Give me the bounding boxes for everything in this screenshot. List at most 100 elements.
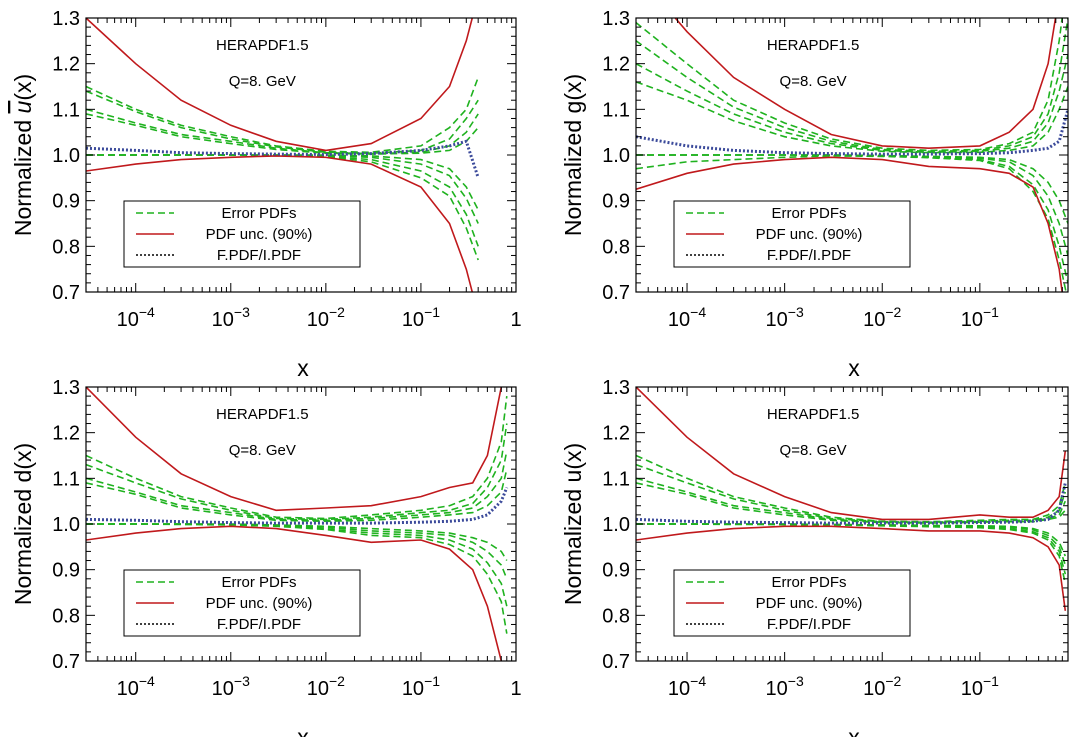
panel-bottom-right-ratio-line — [636, 482, 1067, 525]
panel-top-left-x-tick-label: 1 — [510, 309, 521, 331]
panel-bottom-right: 0.7 0.8 0.9 1.0 1.1 1.2 1.3 10−4 10−3 10−2 10−1 x No… — [560, 377, 1069, 737]
panel-bottom-left-x-tick-label: 10−1 — [402, 673, 440, 700]
panel-top-left-ticks — [85, 17, 517, 293]
panel-top-left-legend-label-2: PDF unc. (90%) — [206, 226, 313, 243]
panel-bottom-left-error-pdf-line-4 — [86, 469, 508, 523]
panel-top-right-legend-label-2: PDF unc. (90%) — [756, 226, 863, 243]
panel-bottom-right-curves — [636, 387, 1067, 611]
panel-top-right-y-tick-label: 1.3 — [602, 8, 630, 30]
panel-bottom-right-legend-label-3: F.PDF/I.PDF — [767, 616, 851, 633]
panel-top-right-y-tick-label: 0.9 — [602, 191, 630, 213]
panel-bottom-left: 0.7 0.8 0.9 1.0 1.1 1.2 1.3 10−4 10−3 10−2 10−1 1 x N… — [10, 377, 522, 737]
panel-top-right-y-tick-label: 1.1 — [602, 99, 630, 121]
panel-bottom-left-x-tick-label: 1 — [510, 678, 521, 700]
panel-top-right-x-tick-label: 10−3 — [766, 304, 804, 331]
panel-top-right-legend: Error PDFs PDF unc. (90%) F.PDF/I.PDF — [673, 200, 911, 268]
panel-top-left-x-tick-label: 10−4 — [117, 304, 155, 331]
panel-bottom-right-y-tick-label: 0.8 — [602, 605, 630, 627]
panel-top-right-y-axis-title: Normalized g(x) — [560, 74, 586, 236]
panel-top-right-error-pdf-line-2 — [636, 18, 1068, 153]
panel-bottom-left-y-axis-title: Normalized d(x) — [10, 443, 36, 605]
panel-bottom-right-legend-label-1: Error PDFs — [772, 574, 847, 591]
panel-bottom-left-y-tick-label: 1.1 — [52, 468, 80, 490]
panel-bottom-left-curves — [86, 387, 509, 661]
panel-bottom-right-pdf-unc-upper-line — [636, 387, 1067, 521]
panel-bottom-left-y-tick-label: 0.9 — [52, 560, 80, 582]
panel-bottom-right-annotation-1: HERAPDF1.5 — [767, 406, 860, 423]
panel-top-left-pdf-unc-upper-line — [86, 18, 474, 152]
panel-top-right-curves — [636, 18, 1068, 292]
panel-bottom-left-y-tick-label: 0.7 — [52, 651, 80, 673]
panel-bottom-right-y-tick-label: 1.0 — [602, 514, 630, 536]
panel-bottom-left-annotation-2: Q=8. GeV — [229, 442, 296, 459]
panel-top-right-pdf-unc-upper-line — [674, 18, 1057, 150]
panel-top-left-y-tick-label: 0.8 — [52, 236, 80, 258]
panel-bottom-right-x-tick-label: 10−4 — [668, 673, 706, 700]
panel-bottom-left-pdf-unc-upper-line — [86, 387, 503, 512]
panel-bottom-right-legend: Error PDFs PDF unc. (90%) F.PDF/I.PDF — [673, 569, 911, 637]
panel-top-left-curves — [86, 18, 480, 292]
panel-top-left-annotation-1: HERAPDF1.5 — [216, 37, 309, 54]
panel-bottom-right-y-tick-label: 1.1 — [602, 468, 630, 490]
panel-top-left-error-pdf-line-1 — [86, 77, 479, 154]
panel-bottom-right-error-pdf-line-2 — [636, 463, 1067, 524]
panel-top-right-error-pdf-line-7 — [636, 154, 1068, 284]
panel-bottom-left-y-tick-label: 1.2 — [52, 423, 80, 445]
panel-bottom-left-y-tick-label: 1.0 — [52, 514, 80, 536]
panel-top-right: 0.7 0.8 0.9 1.0 1.1 1.2 1.3 10−4 10−3 10−2 10−1 x No… — [560, 8, 1069, 381]
panel-top-right-x-tick-label: 10−2 — [863, 304, 901, 331]
panel-bottom-right-y-tick-label: 1.2 — [602, 423, 630, 445]
panel-bottom-right-error-pdf-line-8 — [636, 523, 1067, 584]
panel-bottom-left-legend: Error PDFs PDF unc. (90%) F.PDF/I.PDF — [123, 569, 361, 637]
panel-bottom-right-y-tick-label: 0.9 — [602, 560, 630, 582]
panel-bottom-left-error-pdf-line-7 — [86, 523, 508, 607]
panel-bottom-right-x-tick-label: 10−2 — [863, 673, 901, 700]
panel-top-right-y-tick-label: 1.0 — [602, 145, 630, 167]
panel-bottom-left-y-tick-label: 1.3 — [52, 377, 80, 399]
panel-top-left-y-tick-label: 1.1 — [52, 99, 80, 121]
panel-top-left-y-tick-label: 1.3 — [52, 8, 80, 30]
panel-bottom-left-pdf-unc-lower-line — [86, 525, 503, 661]
panel-bottom-left-ticks — [85, 386, 517, 662]
panel-top-left-y-axis-title: Normalized u(x) — [10, 74, 36, 236]
panel-bottom-left-ratio-line — [86, 486, 509, 525]
panel-top-left-pdf-unc-lower-line — [86, 155, 474, 292]
panel-top-left-x-tick-label: 10−3 — [212, 304, 250, 331]
panel-top-left-y-tick-label: 1.0 — [52, 145, 80, 167]
panel-bottom-right-ticks — [635, 386, 1069, 662]
panel-bottom-right-x-tick-label: 10−3 — [766, 673, 804, 700]
panel-top-left-y-tick-label: 0.9 — [52, 191, 80, 213]
panel-bottom-left-legend-label-3: F.PDF/I.PDF — [217, 616, 301, 633]
panel-top-left-y-tick-label: 1.2 — [52, 54, 80, 76]
panel-top-right-x-axis-title: x — [848, 355, 860, 381]
panel-top-right-annotation-2: Q=8. GeV — [780, 73, 847, 90]
panel-bottom-right-legend-label-2: PDF unc. (90%) — [756, 595, 863, 612]
panel-top-right-legend-label-1: Error PDFs — [772, 205, 847, 222]
panel-top-right-y-tick-label: 0.8 — [602, 236, 630, 258]
panel-top-left-legend: Error PDFs PDF unc. (90%) F.PDF/I.PDF — [123, 200, 361, 268]
panel-top-left: 0.7 0.8 0.9 1.0 1.1 1.2 1.3 10−4 10−3 10−2 10−1 1 x N… — [10, 8, 522, 381]
panel-top-right-ratio-line — [636, 108, 1068, 156]
panel-top-right-error-pdf-line-4 — [636, 81, 1068, 154]
panel-top-right-ticks — [635, 17, 1069, 293]
panel-top-right-y-tick-label: 1.2 — [602, 54, 630, 76]
panel-bottom-left-x-tick-label: 10−4 — [117, 673, 155, 700]
panel-bottom-right-error-pdf-line-6 — [636, 523, 1067, 566]
panel-bottom-left-error-pdf-line-3 — [86, 450, 508, 522]
panel-bottom-left-x-axis-title: x — [297, 724, 309, 737]
panel-top-right-x-tick-label: 10−4 — [668, 304, 706, 331]
panel-top-left-y-tick-label: 0.7 — [52, 282, 80, 304]
panel-top-right-error-pdf-line-1 — [636, 18, 1063, 152]
panel-bottom-left-annotation-1: HERAPDF1.5 — [216, 406, 309, 423]
panel-top-left-ratio-line — [86, 139, 480, 179]
panel-top-right-legend-label-3: F.PDF/I.PDF — [767, 247, 851, 264]
panel-top-right-pdf-unc-lower-line — [636, 156, 1063, 292]
panel-bottom-left-error-pdf-line-5 — [86, 523, 508, 561]
panel-bottom-left-error-pdf-line-1 — [86, 396, 508, 520]
panel-bottom-right-y-tick-label: 1.3 — [602, 377, 630, 399]
panel-bottom-left-x-tick-label: 10−3 — [212, 673, 250, 700]
panel-top-right-error-pdf-line-3 — [636, 54, 1068, 154]
panel-bottom-left-legend-label-2: PDF unc. (90%) — [206, 595, 313, 612]
panel-bottom-right-x-tick-label: 10−1 — [961, 673, 999, 700]
